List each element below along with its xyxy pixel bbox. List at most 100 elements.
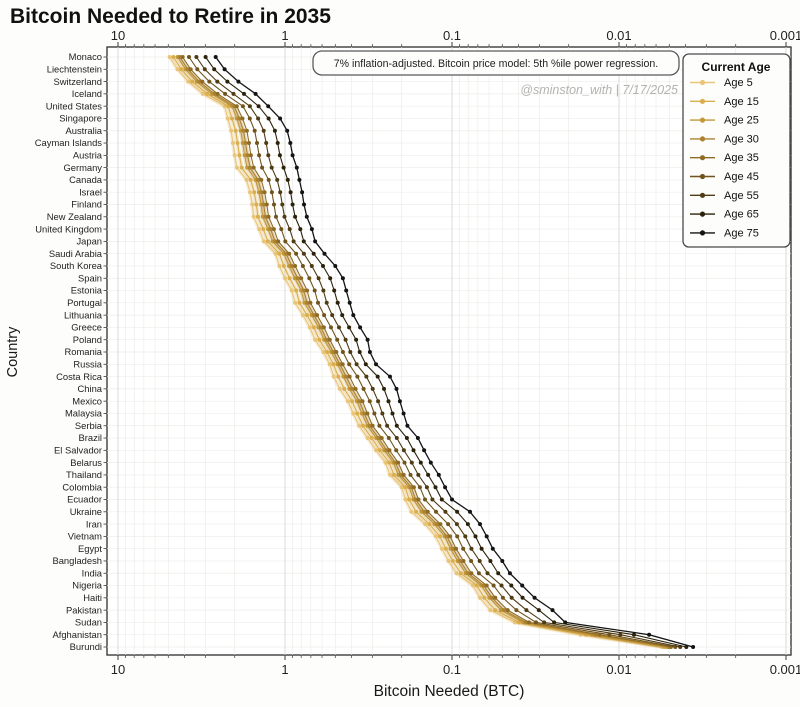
data-point — [233, 128, 238, 133]
data-point — [271, 227, 276, 232]
data-point — [284, 251, 289, 256]
data-point — [248, 177, 253, 182]
country-label: New Zealand — [47, 211, 102, 222]
data-point — [353, 386, 358, 391]
data-point — [335, 300, 340, 305]
data-point — [445, 534, 449, 539]
data-point — [408, 472, 413, 477]
country-label: Serbia — [75, 420, 103, 431]
data-point — [266, 104, 271, 109]
data-point — [477, 559, 482, 563]
data-point — [433, 534, 438, 539]
data-point — [260, 165, 265, 170]
x-tick-label-top: 0.01 — [606, 28, 631, 43]
data-point — [335, 337, 340, 342]
data-point — [428, 460, 433, 465]
data-point — [257, 227, 262, 232]
country-label: Haiti — [83, 592, 102, 603]
data-point — [469, 546, 474, 551]
data-point — [278, 190, 283, 195]
data-point — [251, 214, 256, 219]
data-point — [448, 534, 453, 539]
data-point — [422, 509, 427, 514]
data-point — [414, 509, 419, 514]
data-point — [328, 276, 333, 281]
data-point — [365, 337, 370, 342]
country-label: Israel — [79, 186, 102, 197]
data-point — [195, 67, 200, 72]
data-point — [516, 620, 521, 625]
data-point — [255, 214, 260, 219]
data-point — [251, 165, 256, 170]
data-point — [415, 436, 420, 440]
data-point — [401, 472, 406, 477]
data-point — [354, 337, 359, 342]
data-point — [312, 288, 317, 293]
series-markers-age-55 — [194, 55, 683, 649]
data-point — [388, 374, 392, 379]
data-point — [200, 79, 205, 84]
data-point — [422, 448, 427, 453]
data-point — [248, 190, 252, 195]
data-point — [383, 460, 388, 465]
legend-dot-icon — [699, 136, 706, 142]
legend-entry: Age 35 — [690, 152, 759, 164]
data-point — [632, 632, 636, 637]
data-point — [171, 55, 176, 59]
data-point — [252, 128, 257, 133]
data-point — [325, 350, 329, 354]
data-point — [401, 411, 406, 416]
data-point — [347, 325, 352, 330]
data-point — [327, 362, 332, 367]
data-point — [443, 546, 448, 551]
tick-labels-group: 10 10 1 1 0.1 0.1 0.01 0.01 0.001 0.001 MonacoLiec… — [35, 28, 800, 677]
data-point — [439, 546, 444, 551]
data-point — [256, 177, 261, 182]
data-point — [245, 165, 250, 170]
data-point — [498, 608, 503, 613]
data-point — [272, 202, 276, 207]
data-point — [294, 288, 299, 293]
data-point — [340, 362, 345, 367]
data-point — [180, 55, 185, 59]
data-point — [202, 67, 207, 72]
data-point — [190, 79, 195, 84]
data-point — [382, 386, 386, 391]
data-point — [321, 288, 326, 293]
data-point — [461, 559, 466, 563]
data-point — [394, 423, 399, 428]
data-point — [240, 104, 245, 109]
data-point — [331, 362, 336, 367]
country-label: Estonia — [71, 285, 103, 296]
data-point — [455, 534, 460, 539]
data-point — [437, 534, 442, 539]
data-point — [360, 399, 365, 404]
data-point — [247, 141, 251, 145]
data-point — [179, 67, 184, 72]
data-point — [369, 436, 374, 440]
data-point — [241, 128, 246, 133]
legend-entry: Age 25 — [690, 115, 759, 127]
data-point — [269, 165, 274, 170]
data-point — [290, 202, 295, 207]
data-point — [340, 350, 345, 354]
x-axis-title: Bitcoin Needed (BTC) — [374, 683, 525, 700]
data-point — [288, 141, 293, 145]
data-point — [244, 128, 249, 133]
data-point — [230, 141, 235, 145]
data-point — [394, 436, 399, 440]
data-point — [308, 300, 313, 305]
data-point — [293, 300, 298, 305]
data-point — [341, 374, 346, 379]
data-point — [194, 55, 199, 59]
data-point — [261, 202, 266, 207]
data-point — [287, 251, 292, 256]
data-point — [187, 55, 191, 59]
country-label: Singapore — [59, 113, 102, 124]
data-point — [361, 386, 366, 391]
data-point — [259, 190, 264, 195]
data-point — [514, 608, 519, 613]
data-point — [424, 485, 429, 490]
legend-entry: Age 65 — [690, 209, 759, 221]
data-point — [417, 485, 422, 490]
